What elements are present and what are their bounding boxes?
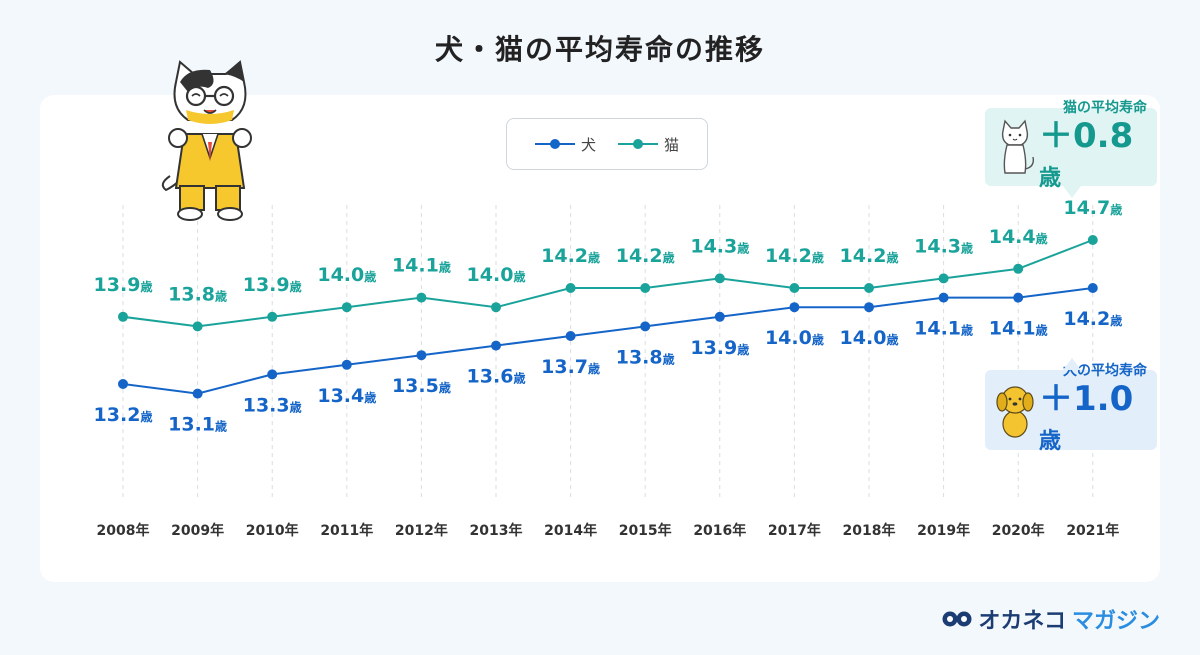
brand-logo-icon bbox=[942, 611, 972, 627]
data-point bbox=[118, 311, 128, 322]
data-label: 13.8歳 bbox=[168, 283, 227, 305]
data-point bbox=[416, 292, 427, 303]
series-line-dog bbox=[122, 287, 1093, 395]
brand-logo: オカネコ マガジン bbox=[942, 603, 1160, 635]
data-label: 14.0歳 bbox=[840, 327, 899, 349]
data-label: 13.7歳 bbox=[541, 356, 600, 378]
x-tick-label: 2014年 bbox=[544, 522, 597, 539]
x-tick-label: 2021年 bbox=[1066, 522, 1119, 539]
data-point bbox=[640, 283, 651, 293]
data-label: 14.2歳 bbox=[616, 245, 675, 267]
data-point bbox=[341, 302, 352, 313]
cat-callout-value: ＋0.8歳 bbox=[1039, 115, 1134, 191]
dog-icon bbox=[996, 386, 1034, 438]
data-point bbox=[789, 302, 800, 313]
data-point bbox=[864, 283, 874, 293]
data-point bbox=[1087, 235, 1098, 245]
legend-swatch-cat bbox=[618, 139, 658, 149]
data-label: 13.2歳 bbox=[94, 404, 153, 426]
x-tick-label: 2010年 bbox=[246, 522, 299, 539]
data-label: 14.1歳 bbox=[989, 318, 1048, 340]
data-label: 14.1歳 bbox=[392, 255, 451, 277]
data-point bbox=[1013, 263, 1024, 274]
x-tick-label: 2019年 bbox=[917, 522, 970, 539]
legend-label-cat: 猫 bbox=[664, 135, 680, 154]
data-label: 14.4歳 bbox=[989, 226, 1048, 248]
brand-name-secondary: マガジン bbox=[1071, 609, 1160, 634]
data-label: 14.3歳 bbox=[914, 235, 973, 257]
data-label: 13.9歳 bbox=[690, 337, 749, 359]
data-point bbox=[491, 302, 501, 313]
cat-icon bbox=[1001, 119, 1035, 174]
data-point bbox=[1013, 292, 1024, 303]
data-point bbox=[1087, 283, 1098, 293]
data-label: 13.8歳 bbox=[616, 346, 675, 368]
data-label: 14.0歳 bbox=[467, 264, 526, 286]
data-point bbox=[789, 283, 800, 293]
dog-callout-value: ＋1.0歳 bbox=[1039, 378, 1134, 454]
legend-label-dog: 犬 bbox=[580, 135, 596, 154]
data-point bbox=[491, 340, 501, 351]
x-tick-label: 2013年 bbox=[470, 522, 523, 539]
data-point bbox=[864, 302, 874, 313]
data-label: 14.0歳 bbox=[317, 264, 376, 286]
series-line-cat bbox=[122, 239, 1094, 328]
legend-swatch-dog bbox=[534, 139, 575, 149]
data-label: 14.2歳 bbox=[840, 245, 899, 267]
data-label: 14.7歳 bbox=[1063, 197, 1122, 219]
data-label: 13.9歳 bbox=[243, 274, 302, 296]
x-tick-label: 2011年 bbox=[320, 522, 373, 539]
cat-increase-callout: 猫の平均寿命 ＋0.8歳 bbox=[985, 100, 1157, 198]
data-point bbox=[714, 311, 725, 322]
data-point bbox=[192, 388, 203, 399]
dog-increase-callout: 犬の平均寿命 ＋1.0歳 bbox=[985, 358, 1157, 454]
data-point bbox=[118, 379, 128, 389]
data-label: 14.3歳 bbox=[690, 235, 749, 257]
data-label: 13.9歳 bbox=[94, 274, 153, 296]
page-title: 犬・猫の平均寿命の推移 bbox=[434, 33, 765, 66]
data-point bbox=[938, 292, 949, 303]
brand-name-primary: オカネコ bbox=[978, 609, 1066, 634]
x-tick-label: 2017年 bbox=[768, 522, 821, 539]
data-label: 14.2歳 bbox=[765, 245, 824, 267]
x-tick-label: 2018年 bbox=[843, 522, 896, 539]
data-point bbox=[341, 359, 352, 370]
x-tick-label: 2015年 bbox=[619, 522, 672, 539]
data-point bbox=[267, 369, 278, 380]
data-point bbox=[416, 350, 427, 361]
data-label: 13.4歳 bbox=[317, 385, 376, 407]
x-tick-label: 2009年 bbox=[171, 522, 224, 539]
data-point bbox=[565, 283, 576, 293]
x-tick-label: 2016年 bbox=[693, 522, 746, 539]
cat-mascot-icon bbox=[161, 60, 252, 221]
data-label: 14.0歳 bbox=[765, 327, 824, 349]
data-label: 13.6歳 bbox=[467, 366, 526, 388]
data-label: 13.3歳 bbox=[243, 394, 302, 416]
x-tick-label: 2012年 bbox=[395, 522, 448, 539]
data-point bbox=[714, 273, 725, 284]
legend-item-dog: 犬 bbox=[534, 134, 596, 155]
dog-callout-title: 犬の平均寿命 bbox=[1063, 362, 1147, 379]
data-point bbox=[565, 331, 576, 341]
cat-callout-title: 猫の平均寿命 bbox=[1063, 99, 1147, 116]
data-point bbox=[192, 321, 203, 332]
x-tick-label: 2008年 bbox=[97, 522, 150, 539]
chart-legend: 犬 猫 bbox=[506, 118, 708, 170]
data-label: 14.2歳 bbox=[541, 245, 600, 267]
x-tick-label: 2020年 bbox=[992, 522, 1045, 539]
legend-item-cat: 猫 bbox=[618, 134, 679, 155]
data-point bbox=[640, 321, 651, 332]
data-label: 13.5歳 bbox=[392, 375, 451, 397]
data-label: 13.1歳 bbox=[168, 414, 227, 436]
data-point bbox=[938, 273, 949, 284]
data-label: 14.1歳 bbox=[914, 318, 973, 340]
data-label: 14.2歳 bbox=[1063, 308, 1122, 330]
data-point bbox=[267, 311, 278, 322]
